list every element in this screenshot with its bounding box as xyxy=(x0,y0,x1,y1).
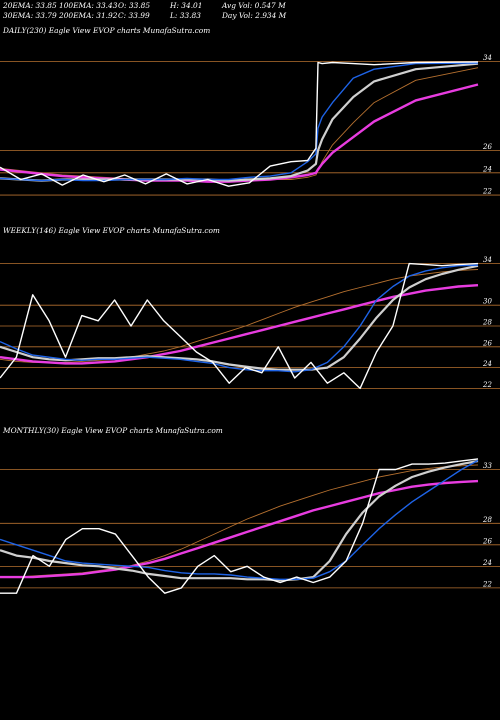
close-stat: C: 33.99 xyxy=(118,10,150,20)
monthly-y-tick-label: 22 xyxy=(482,580,492,588)
daily-y-tick-label: 22 xyxy=(482,188,492,196)
monthly-y-tick-label: 24 xyxy=(482,559,492,567)
avg-volume-stat: Avg Vol: 0.547 M xyxy=(222,1,286,10)
weekly-y-tick-label: 24 xyxy=(482,360,492,368)
low-stat: L: 33.83 xyxy=(170,10,201,20)
weekly-y-tick-label: 28 xyxy=(482,319,492,327)
weekly-20ema-line xyxy=(0,264,479,373)
ema30-stat: 30EMA: 33.79 xyxy=(3,10,57,20)
monthly-30ema-line xyxy=(0,459,479,582)
weekly-y-tick-label: 34 xyxy=(483,256,492,264)
weekly-30ema-line xyxy=(0,264,479,371)
monthly-20ema-line xyxy=(0,459,479,581)
weekly-chart-title: WEEKLY(146) Eagle View EVOP charts Munaf… xyxy=(3,226,220,235)
daily-20ema-line xyxy=(0,62,479,182)
daily-y-tick-label: 26 xyxy=(482,143,492,151)
weekly-100ema-line xyxy=(0,269,479,363)
stats-row-2: 30EMA: 33.79 200EMA: 31.92 C: 33.99 L: 3… xyxy=(3,11,302,21)
stats-row-1: 20EMA: 33.85 100EMA: 33.43 O: 33.85 H: 3… xyxy=(3,1,302,11)
ema20-stat: 20EMA: 33.85 xyxy=(3,1,57,10)
daily-100ema-line xyxy=(0,67,479,182)
daily-y-tick-label: 24 xyxy=(482,165,492,173)
weekly-price-line xyxy=(0,262,479,390)
weekly-chart: 22 24 26 28 30 34 xyxy=(0,256,500,390)
high-stat: H: 34.01 xyxy=(170,1,203,10)
monthly-chart-title: MONTHLY(30) Eagle View EVOP charts Munaf… xyxy=(3,426,223,435)
ema100-stat: 100EMA: 33.43 xyxy=(59,1,118,10)
monthly-price-line xyxy=(0,458,479,594)
daily-chart: 22 24 26 34 xyxy=(0,54,500,196)
daily-y-tick-label: 34 xyxy=(483,54,492,62)
weekly-y-tick-label: 26 xyxy=(482,339,492,347)
day-volume-stat: Day Vol: 2.934 M xyxy=(222,10,287,20)
weekly-y-tick-label: 30 xyxy=(483,298,492,306)
daily-30ema-line xyxy=(0,62,479,182)
weekly-y-tick-label: 22 xyxy=(482,381,492,389)
monthly-y-tick-label: 28 xyxy=(482,516,492,524)
stats-header: 20EMA: 33.85 100EMA: 33.43 O: 33.85 H: 3… xyxy=(3,1,302,20)
monthly-100ema-line xyxy=(0,464,479,578)
monthly-y-tick-label: 26 xyxy=(482,537,492,545)
daily-200ema-line xyxy=(0,83,479,183)
open-stat: O: 33.85 xyxy=(118,1,151,10)
monthly-200ema-line xyxy=(0,479,479,579)
ema200-stat: 200EMA: 31.92 xyxy=(59,10,118,20)
weekly-200ema-line xyxy=(0,284,479,365)
monthly-y-tick-label: 33 xyxy=(483,462,492,470)
daily-price-line xyxy=(0,61,479,187)
monthly-chart: 22 24 26 28 33 xyxy=(0,458,500,594)
daily-chart-title: DAILY(230) Eagle View EVOP charts Munafa… xyxy=(3,26,211,35)
